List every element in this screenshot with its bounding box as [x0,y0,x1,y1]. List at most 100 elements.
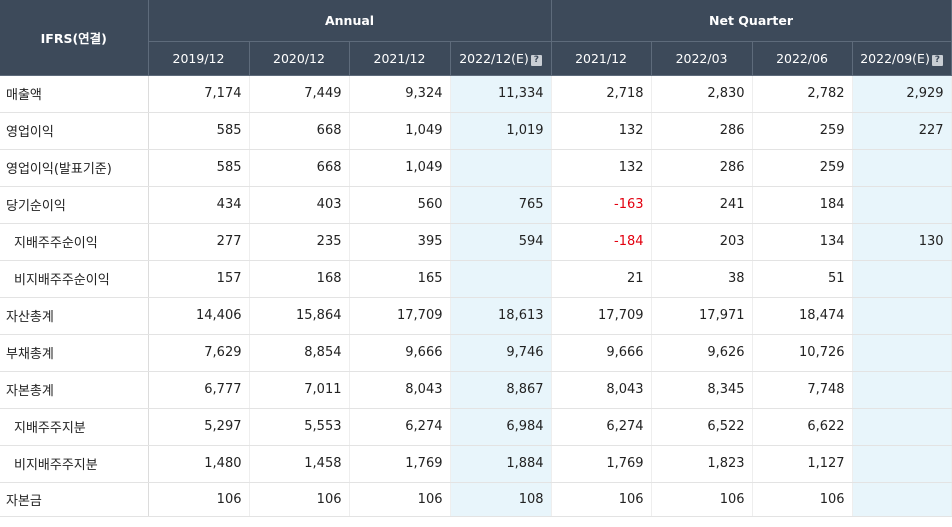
table-row: 비지배주주순이익 157 168 165 21 38 51 [0,260,952,298]
period-header: 2022/03 [651,41,753,76]
value-cell [852,334,952,372]
value-cell [852,408,952,446]
value-cell: 18,613 [450,297,552,335]
value-cell: 38 [651,260,753,298]
value-cell: 5,553 [249,408,350,446]
row-label: 비지배주주순이익 [0,260,149,298]
value-cell: 241 [651,186,753,224]
value-cell [852,260,952,298]
value-cell: 585 [148,112,250,150]
value-cell: 668 [249,149,350,187]
period-label: 2021/12 [373,50,426,66]
value-cell: 132 [551,112,652,150]
value-cell: 1,127 [752,445,853,483]
value-cell: 8,867 [450,371,552,409]
header-group-row: IFRS(연결) Annual Net Quarter [0,0,952,76]
table-row: 지배주주지분 5,297 5,553 6,274 6,984 6,274 6,522 6,62… [0,408,952,446]
row-label: 지배주주지분 [0,408,149,446]
row-label: 당기순이익 [0,186,149,224]
value-cell: 594 [450,223,552,261]
value-cell: 434 [148,186,250,224]
value-cell: 6,274 [551,408,652,446]
table-row: 비지배주주지분 1,480 1,458 1,769 1,884 1,769 1,823 1,1… [0,445,952,483]
period-header: 2021/12 [349,41,451,76]
value-cell: 11,334 [450,75,552,113]
period-label: 2022/03 [675,50,728,66]
value-cell [852,482,952,517]
value-cell: 106 [752,482,853,517]
value-cell: 6,274 [349,408,451,446]
value-cell: 9,666 [349,334,451,372]
question-icon[interactable]: ? [931,54,943,66]
table-row: 영업이익(발표기준) 585 668 1,049 132 286 259 [0,149,952,187]
value-cell: -184 [551,223,652,261]
value-cell: 130 [852,223,952,261]
value-cell: 560 [349,186,451,224]
value-cell: 1,823 [651,445,753,483]
row-label: 영업이익(발표기준) [0,149,149,187]
value-cell: 10,726 [752,334,853,372]
value-cell: 2,782 [752,75,853,113]
value-cell: 184 [752,186,853,224]
value-cell: 277 [148,223,250,261]
value-cell: 132 [551,149,652,187]
value-cell: 7,748 [752,371,853,409]
value-cell: 286 [651,112,753,150]
value-cell: 7,174 [148,75,250,113]
value-cell: 1,769 [551,445,652,483]
period-label: 2022/12(E) [459,50,529,66]
value-cell: 9,746 [450,334,552,372]
value-cell: 14,406 [148,297,250,335]
value-cell [852,186,952,224]
period-label: 2022/09(E) [860,50,930,66]
net-quarter-group-header: Net Quarter [551,0,952,42]
value-cell: 1,049 [349,149,451,187]
value-cell: 8,854 [249,334,350,372]
period-header: 2022/06 [752,41,853,76]
row-label: 지배주주순이익 [0,223,149,261]
value-cell: 106 [651,482,753,517]
period-label: 2021/12 [575,50,627,66]
period-label: 2019/12 [172,50,225,66]
period-header: 2020/12 [249,41,350,76]
period-header: 2021/12 [551,41,652,76]
value-cell: 2,929 [852,75,952,113]
value-cell: 17,971 [651,297,753,335]
row-label: 자산총계 [0,297,149,335]
value-cell: 7,011 [249,371,350,409]
table-row: 자산총계 14,406 15,864 17,709 18,613 17,709 17,971… [0,297,952,335]
value-cell: 8,043 [551,371,652,409]
value-cell: 21 [551,260,652,298]
question-icon[interactable]: ? [530,54,542,66]
value-cell: 8,345 [651,371,753,409]
value-cell: 168 [249,260,350,298]
value-cell: 17,709 [349,297,451,335]
table-row: 매출액 7,174 7,449 9,324 11,334 2,718 2,830 2,782 2… [0,75,952,113]
table-row: 자본금 106 106 106 108 106 106 106 [0,482,952,517]
value-cell: 585 [148,149,250,187]
value-cell: 227 [852,112,952,150]
row-label: 영업이익 [0,112,149,150]
table-row: 당기순이익 434 403 560 765 -163 241 184 [0,186,952,224]
value-cell: 6,984 [450,408,552,446]
header-period-row: 2019/12 2020/12 2021/12 2022/12(E)? 2021/12 2… [0,41,952,76]
value-cell: 18,474 [752,297,853,335]
value-cell: 6,522 [651,408,753,446]
table-row: 영업이익 585 668 1,049 1,019 132 286 259 227 [0,112,952,150]
period-label: 2022/06 [776,50,828,66]
value-cell: 9,626 [651,334,753,372]
value-cell [852,445,952,483]
value-cell [450,260,552,298]
value-cell: 395 [349,223,451,261]
value-cell: 1,049 [349,112,451,150]
value-cell: 15,864 [249,297,350,335]
value-cell: 1,884 [450,445,552,483]
value-cell: 2,718 [551,75,652,113]
value-cell: 259 [752,149,853,187]
value-cell: 134 [752,223,853,261]
value-cell: 668 [249,112,350,150]
value-cell: 7,629 [148,334,250,372]
value-cell: 765 [450,186,552,224]
value-cell: 106 [551,482,652,517]
